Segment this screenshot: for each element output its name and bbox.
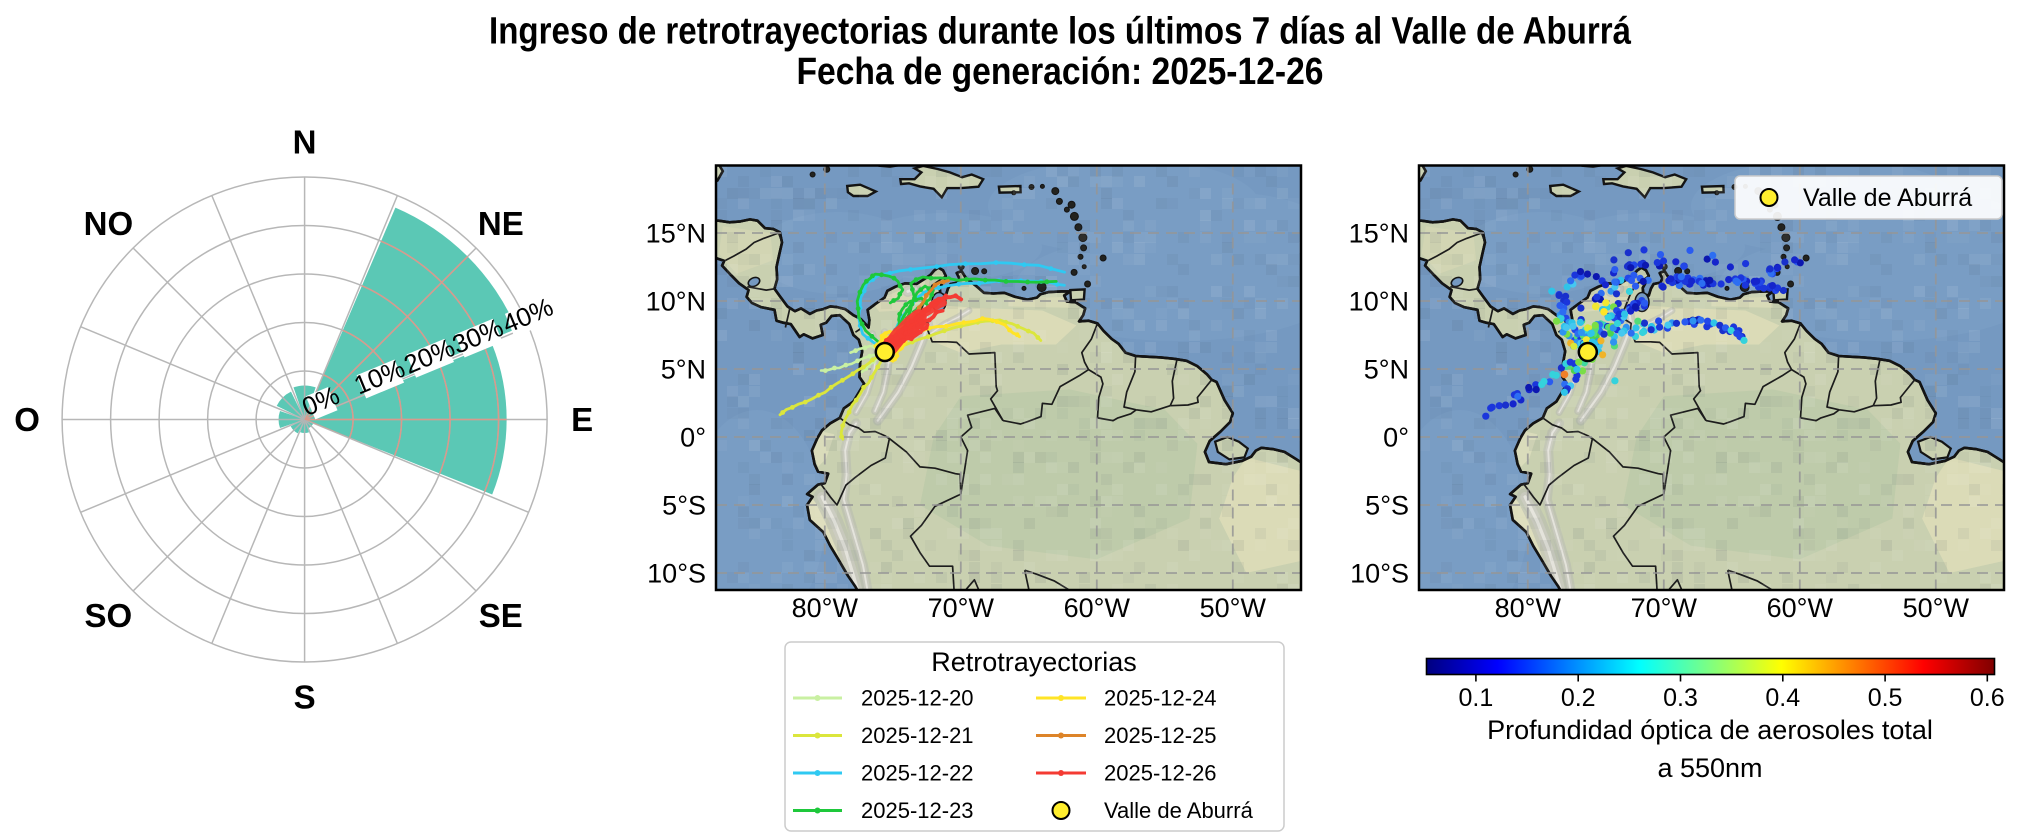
svg-text:5°N: 5°N: [1364, 355, 1409, 385]
svg-text:10°N: 10°N: [1349, 287, 1409, 317]
svg-text:5°S: 5°S: [662, 491, 706, 521]
svg-text:70°W: 70°W: [928, 593, 995, 623]
svg-text:2025-12-25: 2025-12-25: [1104, 723, 1217, 748]
svg-text:0°: 0°: [680, 423, 706, 453]
svg-text:0.1: 0.1: [1459, 684, 1494, 712]
svg-text:50°W: 50°W: [1200, 593, 1267, 623]
svg-text:2025-12-22: 2025-12-22: [861, 761, 974, 786]
svg-text:Fecha de generación: 2025-12-2: Fecha de generación: 2025-12-26: [797, 51, 1324, 93]
svg-text:NE: NE: [478, 205, 524, 242]
svg-text:E: E: [571, 401, 593, 438]
svg-text:Ingreso de retrotrayectorias d: Ingreso de retrotrayectorias durante los…: [489, 11, 1632, 53]
svg-text:50°W: 50°W: [1903, 593, 1970, 623]
svg-text:10°S: 10°S: [1350, 559, 1409, 589]
svg-text:80°W: 80°W: [1495, 593, 1562, 623]
svg-text:0.2: 0.2: [1561, 684, 1596, 712]
svg-text:a 550nm: a 550nm: [1657, 753, 1762, 783]
svg-text:10°S: 10°S: [647, 559, 706, 589]
svg-text:60°W: 60°W: [1767, 593, 1834, 623]
svg-text:5°S: 5°S: [1365, 491, 1409, 521]
svg-text:0°: 0°: [1383, 423, 1409, 453]
svg-text:2025-12-20: 2025-12-20: [861, 686, 974, 711]
svg-text:5°N: 5°N: [661, 355, 706, 385]
svg-text:15°N: 15°N: [1349, 219, 1409, 249]
svg-text:S: S: [294, 679, 316, 716]
svg-text:70°W: 70°W: [1631, 593, 1698, 623]
svg-text:80°W: 80°W: [792, 593, 859, 623]
svg-text:Profundidad óptica de aerosole: Profundidad óptica de aerosoles total: [1487, 715, 1933, 745]
svg-text:2025-12-23: 2025-12-23: [861, 798, 974, 823]
svg-text:2025-12-21: 2025-12-21: [861, 723, 974, 748]
svg-text:2025-12-26: 2025-12-26: [1104, 761, 1217, 786]
svg-text:0.3: 0.3: [1663, 684, 1698, 712]
svg-text:60°W: 60°W: [1064, 593, 1131, 623]
svg-text:SE: SE: [479, 597, 523, 634]
svg-text:Retrotrayectorias: Retrotrayectorias: [931, 647, 1137, 677]
svg-text:NO: NO: [84, 205, 134, 242]
svg-text:15°N: 15°N: [646, 219, 706, 249]
svg-text:0.6: 0.6: [1970, 684, 2005, 712]
svg-text:0.4: 0.4: [1765, 684, 1800, 712]
svg-text:2025-12-24: 2025-12-24: [1104, 686, 1217, 711]
svg-text:Valle de Aburrá: Valle de Aburrá: [1104, 798, 1254, 823]
svg-text:SO: SO: [85, 597, 133, 634]
svg-text:Valle de Aburrá: Valle de Aburrá: [1803, 184, 1972, 212]
svg-text:0.5: 0.5: [1868, 684, 1903, 712]
svg-text:10°N: 10°N: [646, 287, 706, 317]
svg-text:O: O: [14, 401, 40, 438]
svg-text:N: N: [293, 124, 317, 161]
